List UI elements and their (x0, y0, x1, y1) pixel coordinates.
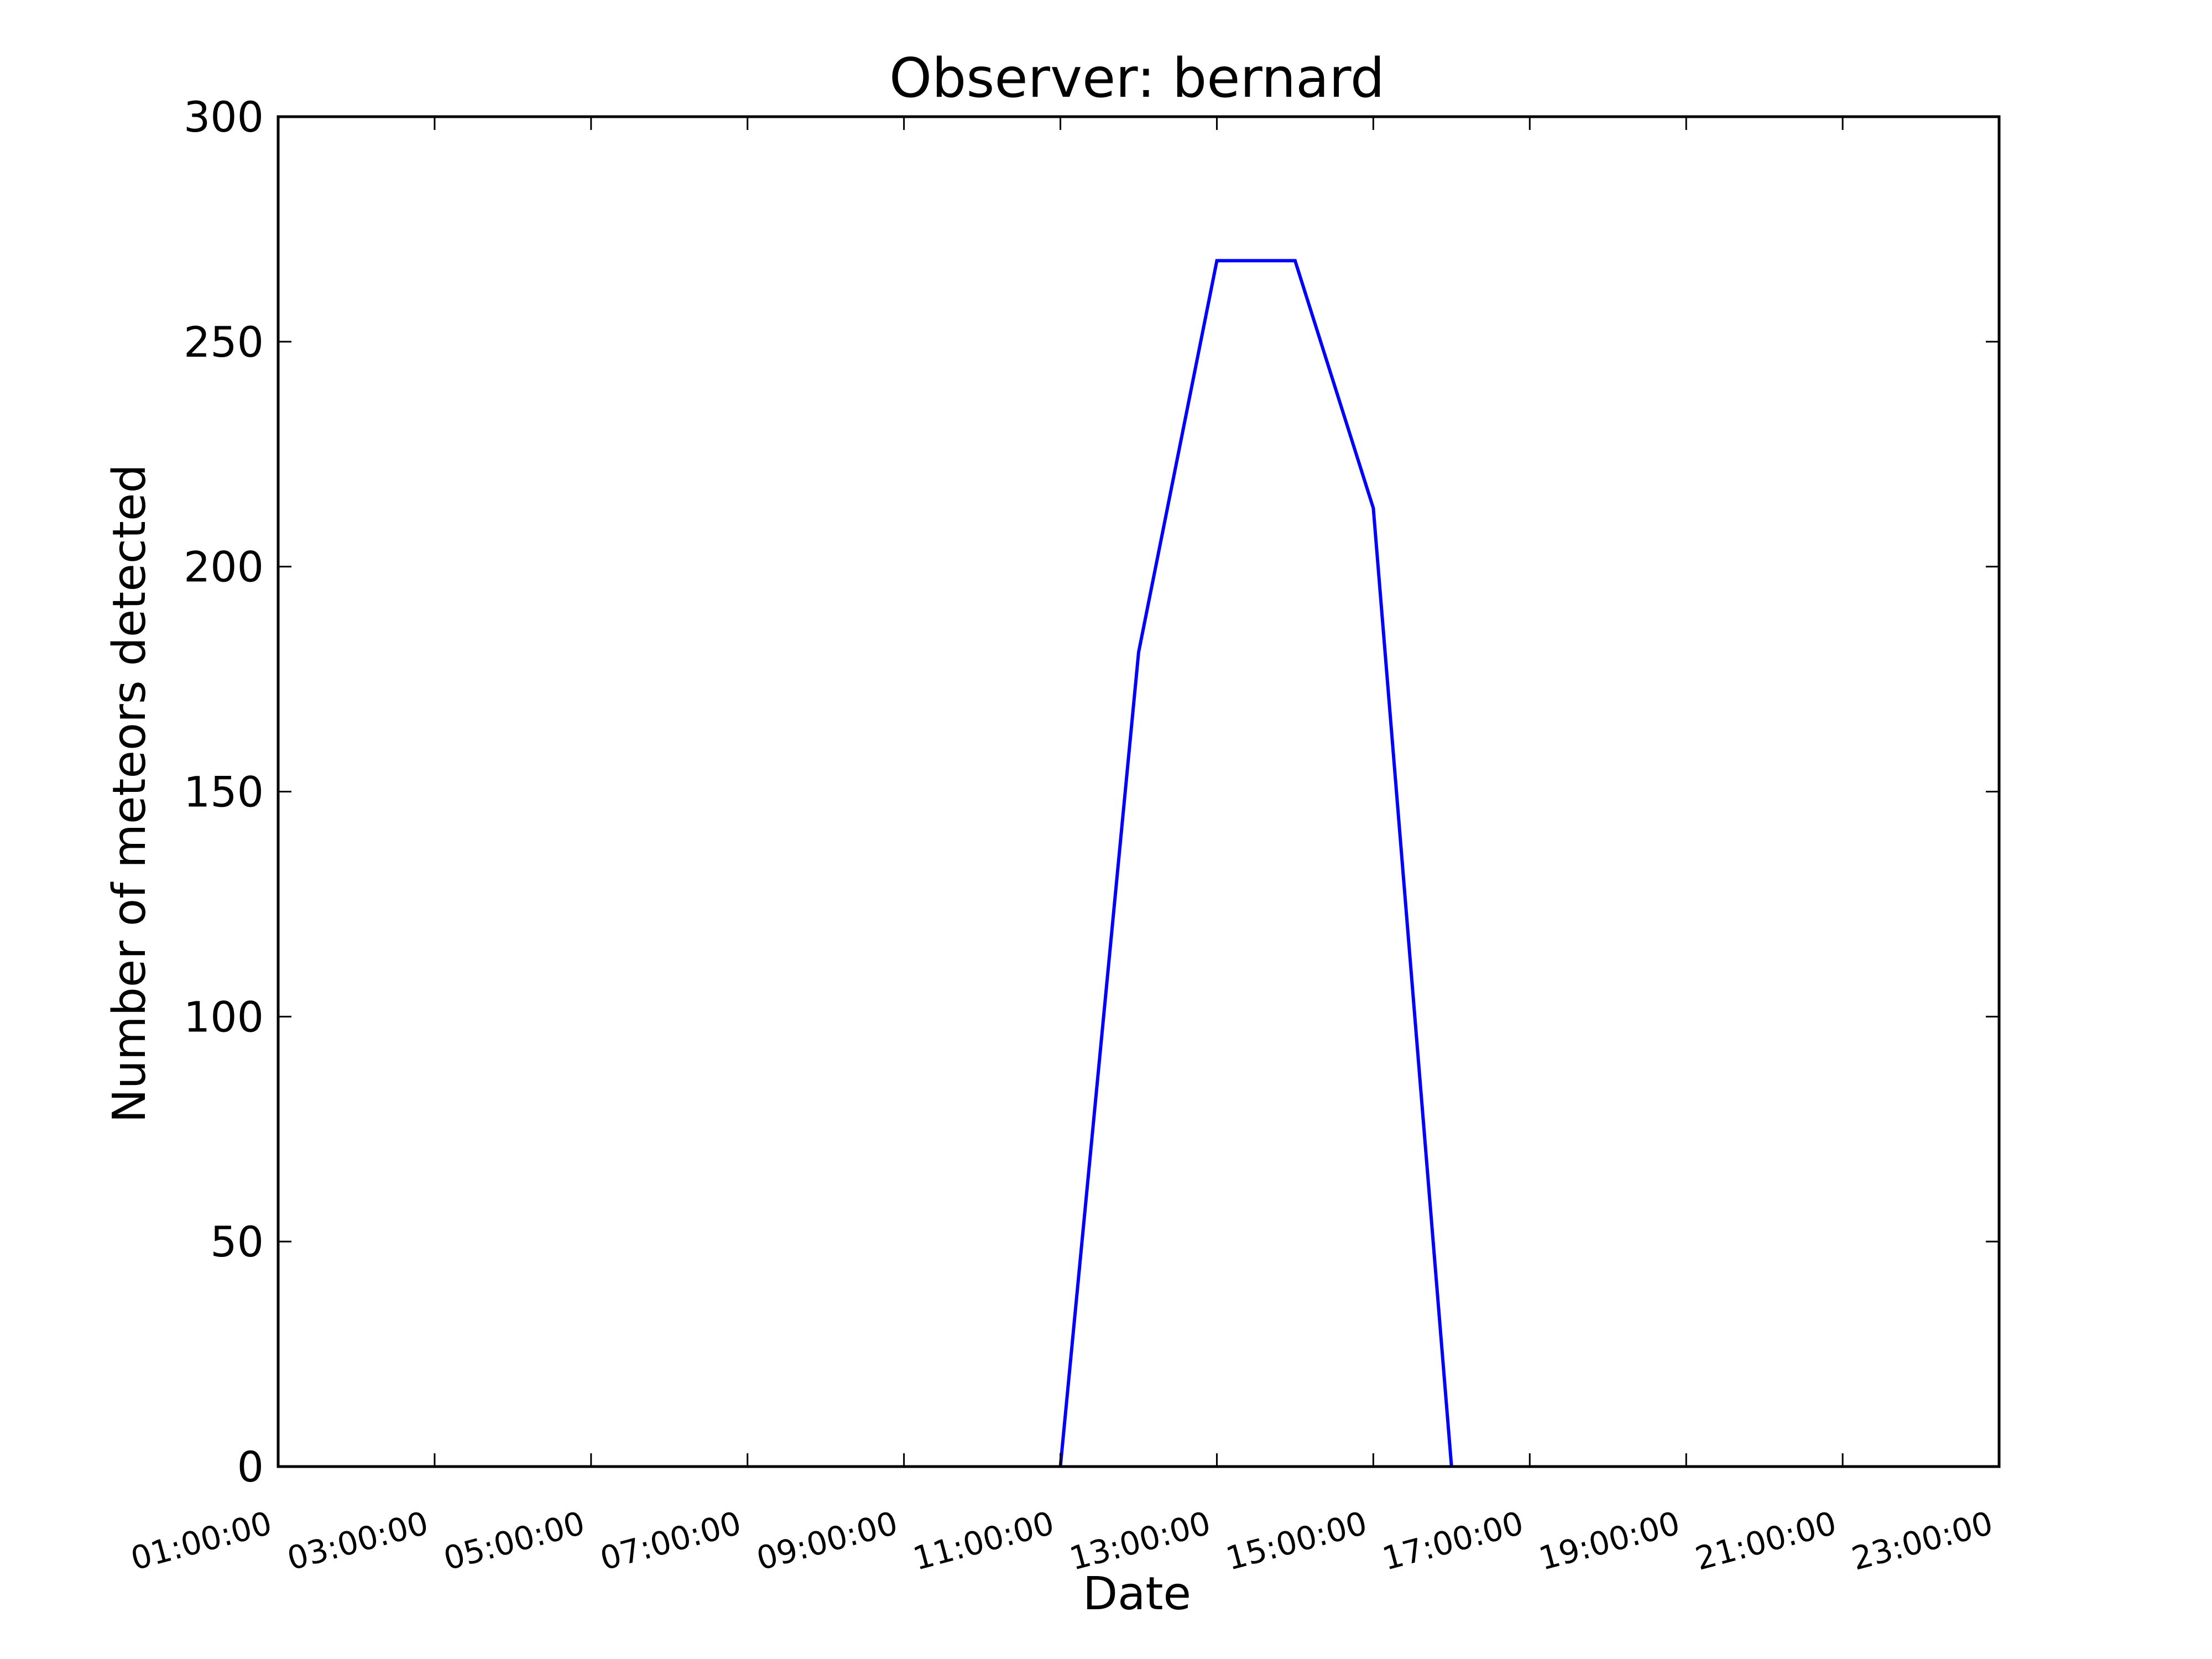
chart-title: Observer: bernard (889, 47, 1385, 110)
x-axis-label: Date (1083, 1568, 1191, 1620)
y-tick-label: 100 (184, 992, 264, 1041)
y-tick-label: 150 (184, 768, 264, 817)
y-tick-label: 200 (184, 542, 264, 592)
y-tick-label: 300 (184, 92, 264, 142)
axes-frame (276, 115, 2001, 1468)
series-line (1058, 259, 1453, 1467)
y-axis-label: Number of meteors detected (103, 464, 156, 1123)
y-tick-label: 250 (184, 317, 264, 367)
y-tick-label: 50 (210, 1217, 264, 1266)
y-tick-label: 0 (237, 1442, 264, 1491)
